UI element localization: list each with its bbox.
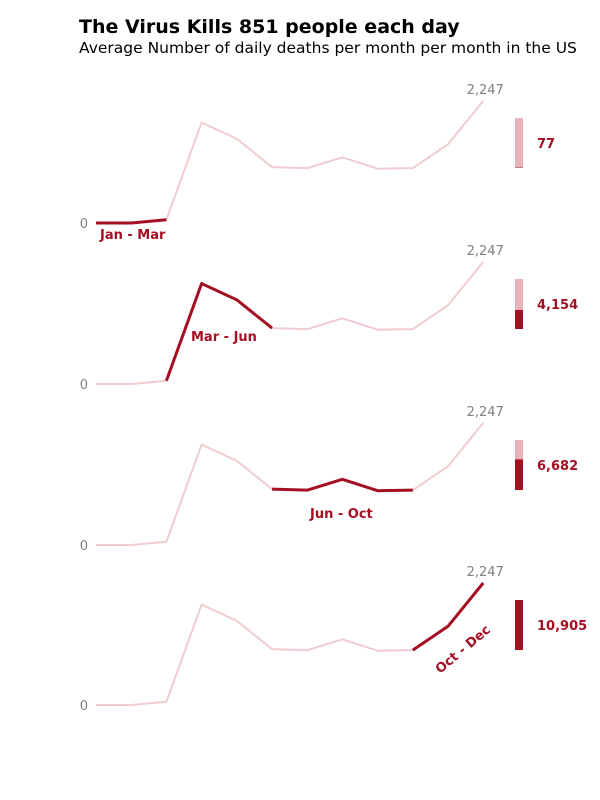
y-tick-label-min: 0	[80, 378, 88, 393]
series-line-background	[96, 582, 484, 706]
total-bar-fill	[515, 459, 523, 490]
total-bar-fill	[515, 600, 523, 650]
total-value-label: 4,154	[537, 298, 578, 313]
chart-title: The Virus Kills 851 people each day	[79, 16, 460, 38]
series-line-highlight	[164, 282, 273, 382]
period-label: Mar - Jun	[191, 330, 257, 345]
y-tick-label-max: 2,247	[467, 83, 504, 98]
total-bar-fill	[515, 309, 523, 329]
series-line-highlight	[271, 477, 413, 493]
total-bar-background	[515, 279, 523, 329]
period-label: Jan - Mar	[99, 228, 166, 243]
y-tick-label-max: 2,247	[467, 565, 504, 580]
y-tick-label-min: 0	[80, 217, 88, 232]
y-tick-label-max: 2,247	[467, 405, 504, 420]
total-value-label: 6,682	[537, 459, 578, 474]
series-line-highlight	[96, 218, 167, 225]
y-tick-label-max: 2,247	[467, 244, 504, 259]
y-tick-label-min: 0	[80, 539, 88, 554]
series-line-background	[96, 422, 484, 546]
series-line-highlight	[411, 582, 485, 652]
period-label: Jun - Oct	[309, 507, 373, 522]
chart-subtitle: Average Number of daily deaths per month…	[79, 39, 577, 57]
total-value-label: 10,905	[537, 619, 587, 634]
y-tick-label-min: 0	[80, 699, 88, 714]
total-bar-background	[515, 118, 523, 168]
total-value-label: 77	[537, 137, 555, 152]
series-line-background	[96, 261, 484, 385]
series-line-background	[96, 100, 484, 224]
